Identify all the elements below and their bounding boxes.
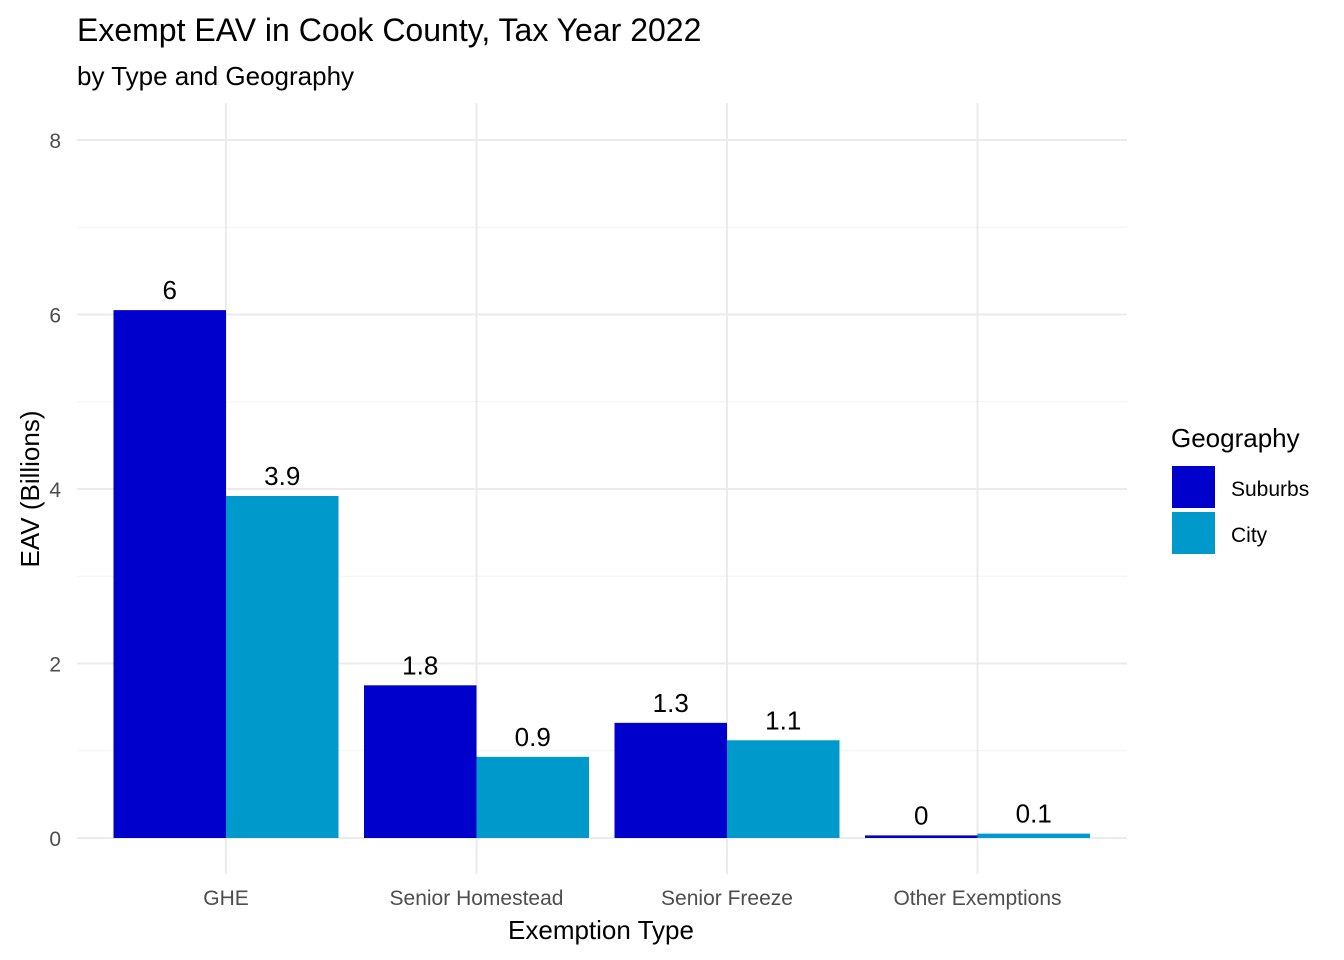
chart-title: Exempt EAV in Cook County, Tax Year 2022 (77, 12, 701, 48)
chart-subtitle: by Type and Geography (77, 61, 354, 91)
x-tick-label: GHE (203, 887, 249, 910)
x-tick-label: Senior Homestead (390, 887, 564, 910)
data-label-city: 3.9 (264, 461, 300, 491)
bar-suburbs (865, 835, 978, 838)
bar-city (226, 495, 339, 838)
y-axis-ticks: 0 2 4 6 8 (49, 130, 61, 851)
x-tick-label: Senior Freeze (661, 887, 793, 910)
data-label-suburbs: 0 (914, 800, 928, 830)
legend-key-suburbs (1172, 466, 1215, 508)
bars (113, 310, 1090, 838)
y-tick-label: 4 (49, 479, 61, 502)
x-axis-title: Exemption Type (508, 915, 694, 945)
x-tick-label: Other Exemptions (893, 887, 1061, 910)
legend-label-suburbs: Suburbs (1231, 478, 1309, 501)
bar-city (476, 756, 589, 838)
bar-suburbs (364, 685, 477, 838)
legend-label-city: City (1231, 524, 1268, 547)
x-axis-ticks: GHE Senior Homestead Senior Freeze Other Ex… (203, 887, 1061, 910)
bar-suburbs (113, 310, 226, 838)
data-label-city: 0.9 (515, 722, 551, 752)
y-tick-label: 6 (49, 305, 61, 328)
y-tick-label: 8 (49, 130, 61, 153)
bar-city (727, 740, 840, 838)
y-tick-label: 0 (49, 828, 61, 851)
legend-key-city (1172, 512, 1215, 554)
data-label-suburbs: 1.3 (653, 688, 689, 718)
legend-title: Geography (1171, 423, 1300, 453)
bar-suburbs (614, 722, 727, 838)
y-tick-label: 2 (49, 654, 61, 677)
data-label-suburbs: 1.8 (402, 650, 438, 680)
data-label-city: 1.1 (765, 705, 801, 735)
data-label-city: 0.1 (1016, 799, 1052, 829)
y-axis-title: EAV (Billions) (15, 410, 45, 567)
legend: Geography Suburbs City (1171, 423, 1309, 554)
data-labels: 6 1.8 1.3 0 3.9 0.9 1.1 0.1 (163, 275, 1052, 830)
bar-city (977, 833, 1090, 838)
data-label-suburbs: 6 (163, 275, 177, 305)
